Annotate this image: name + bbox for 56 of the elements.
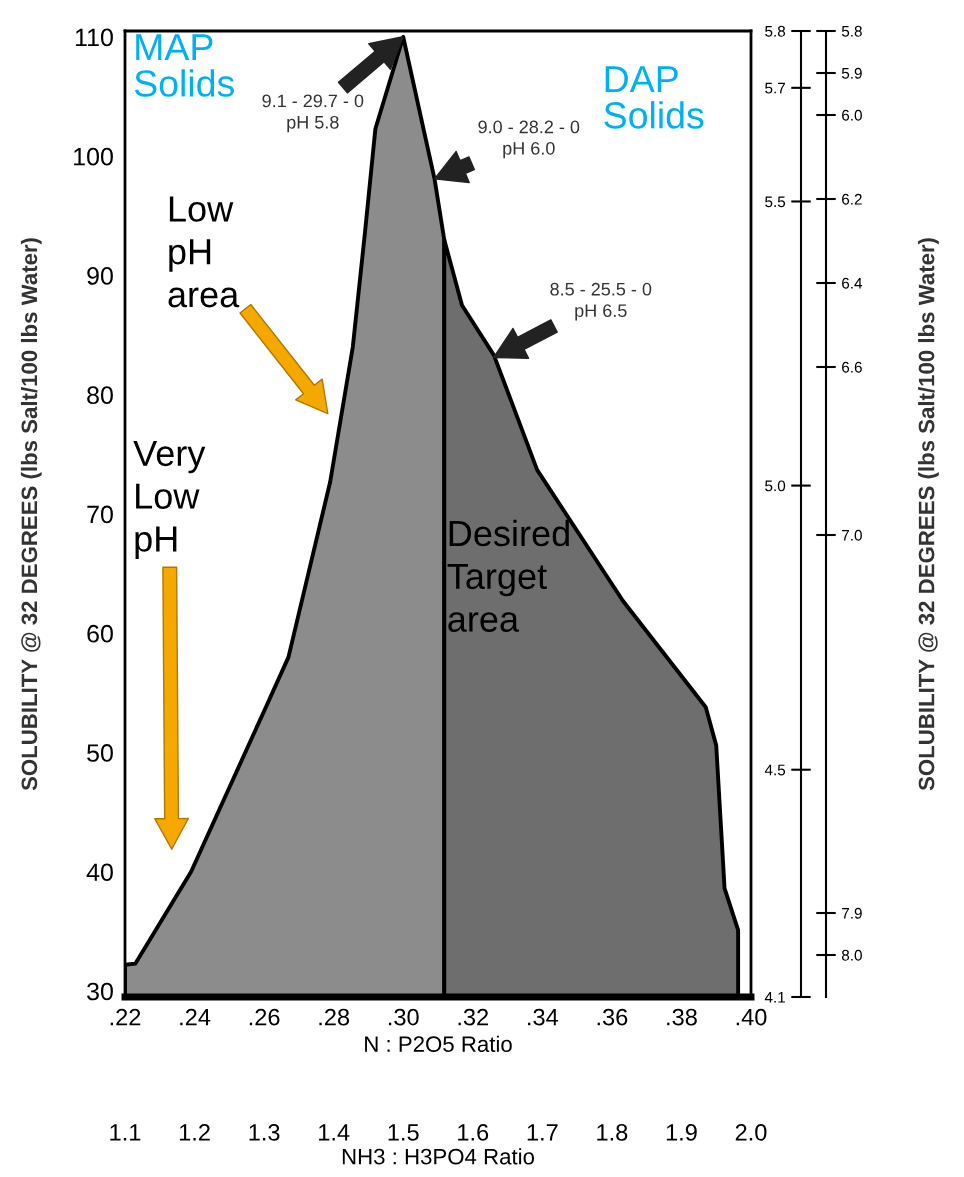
x-tick-label: .22	[110, 1008, 141, 1026]
y3-tick-label: 5.9	[841, 67, 862, 79]
x-tick-label: .28	[319, 1008, 350, 1026]
x2-axis-title: NH3 : H3PO4 Ratio	[342, 1148, 535, 1165]
annotation: Very Low pH	[133, 440, 206, 559]
x-tick-label: .24	[180, 1008, 211, 1026]
y2-tick-label: 4.5	[764, 764, 786, 776]
y-tick-label: 80	[87, 386, 113, 405]
y3-tick-label: 6.6	[842, 361, 862, 373]
y3-tick-label: 7.0	[842, 529, 862, 541]
y3-tick-label: 7.9	[842, 907, 862, 919]
x2-tick-label: 1.1	[110, 1124, 141, 1141]
y-tick-label: 30	[87, 982, 113, 1001]
y3-tick-label: 6.4	[842, 277, 863, 289]
y3-tick-label: 5.8	[841, 25, 862, 37]
y3-axis-title: SOLUBILITY @ 32 DEGREES (lbs Salt/100 lbs Water)	[918, 238, 939, 791]
x-tick-label: .36	[597, 1008, 628, 1026]
x2-tick-label: 1.7	[527, 1124, 558, 1141]
y2-tick-label: 5.7	[765, 82, 785, 94]
y-tick-label: 60	[87, 624, 113, 643]
x2-tick-label: 1.8	[597, 1124, 628, 1141]
x-tick-label: .26	[249, 1008, 280, 1026]
y2-tick-label: 5.5	[765, 196, 786, 208]
x-axis-title: N : P2O5 Ratio	[365, 1035, 512, 1052]
x2-tick-label: 1.6	[458, 1124, 489, 1141]
x2-tick-label: 2.0	[735, 1124, 767, 1141]
y-axis-title: SOLUBILITY @ 32 DEGREES (lbs Salt/100 lbs Water)	[20, 238, 42, 791]
y3-tick-label: 6.2	[842, 193, 862, 205]
x2-tick-label: 1.5	[388, 1124, 419, 1141]
x-tick-label: .30	[388, 1008, 419, 1026]
x-tick-label: .34	[528, 1008, 559, 1026]
annotation: Low pH area	[168, 196, 240, 308]
annotation: 9.1 - 29.7 - 0 pH 5.8	[262, 94, 364, 133]
y-tick-label: 50	[87, 744, 113, 762]
y-tick-label: 70	[87, 505, 113, 524]
annotation: MAP Solids	[134, 34, 234, 97]
x2-tick-label: 1.4	[319, 1124, 350, 1141]
x2-tick-label: 1.3	[249, 1124, 280, 1141]
y2-tick-label: 5.0	[765, 480, 786, 492]
y-tick-label: 100	[74, 147, 113, 166]
annotation: DAP Solids	[604, 66, 704, 129]
annotation: 8.5 - 25.5 - 0 pH 6.5	[550, 282, 652, 321]
x-tick-label: .38	[667, 1008, 697, 1026]
x-tick-label: .40	[736, 1008, 767, 1026]
x-tick-label: .32	[458, 1008, 489, 1026]
x2-tick-label: 1.9	[666, 1124, 697, 1141]
y2-tick-label: 4.1	[764, 992, 785, 1003]
y-tick-label: 40	[86, 863, 113, 882]
y2-tick-label: 5.8	[765, 25, 786, 37]
x2-tick-label: 1.2	[179, 1124, 210, 1141]
y-tick-label: 90	[87, 267, 113, 285]
y-tick-label: 110	[75, 28, 113, 47]
annotation: 9.0 - 28.2 - 0 pH 6.0	[478, 120, 580, 159]
y3-tick-label: 6.0	[842, 109, 862, 121]
annotation: Desired Target area	[447, 519, 569, 632]
y3-tick-label: 8.0	[841, 949, 862, 961]
